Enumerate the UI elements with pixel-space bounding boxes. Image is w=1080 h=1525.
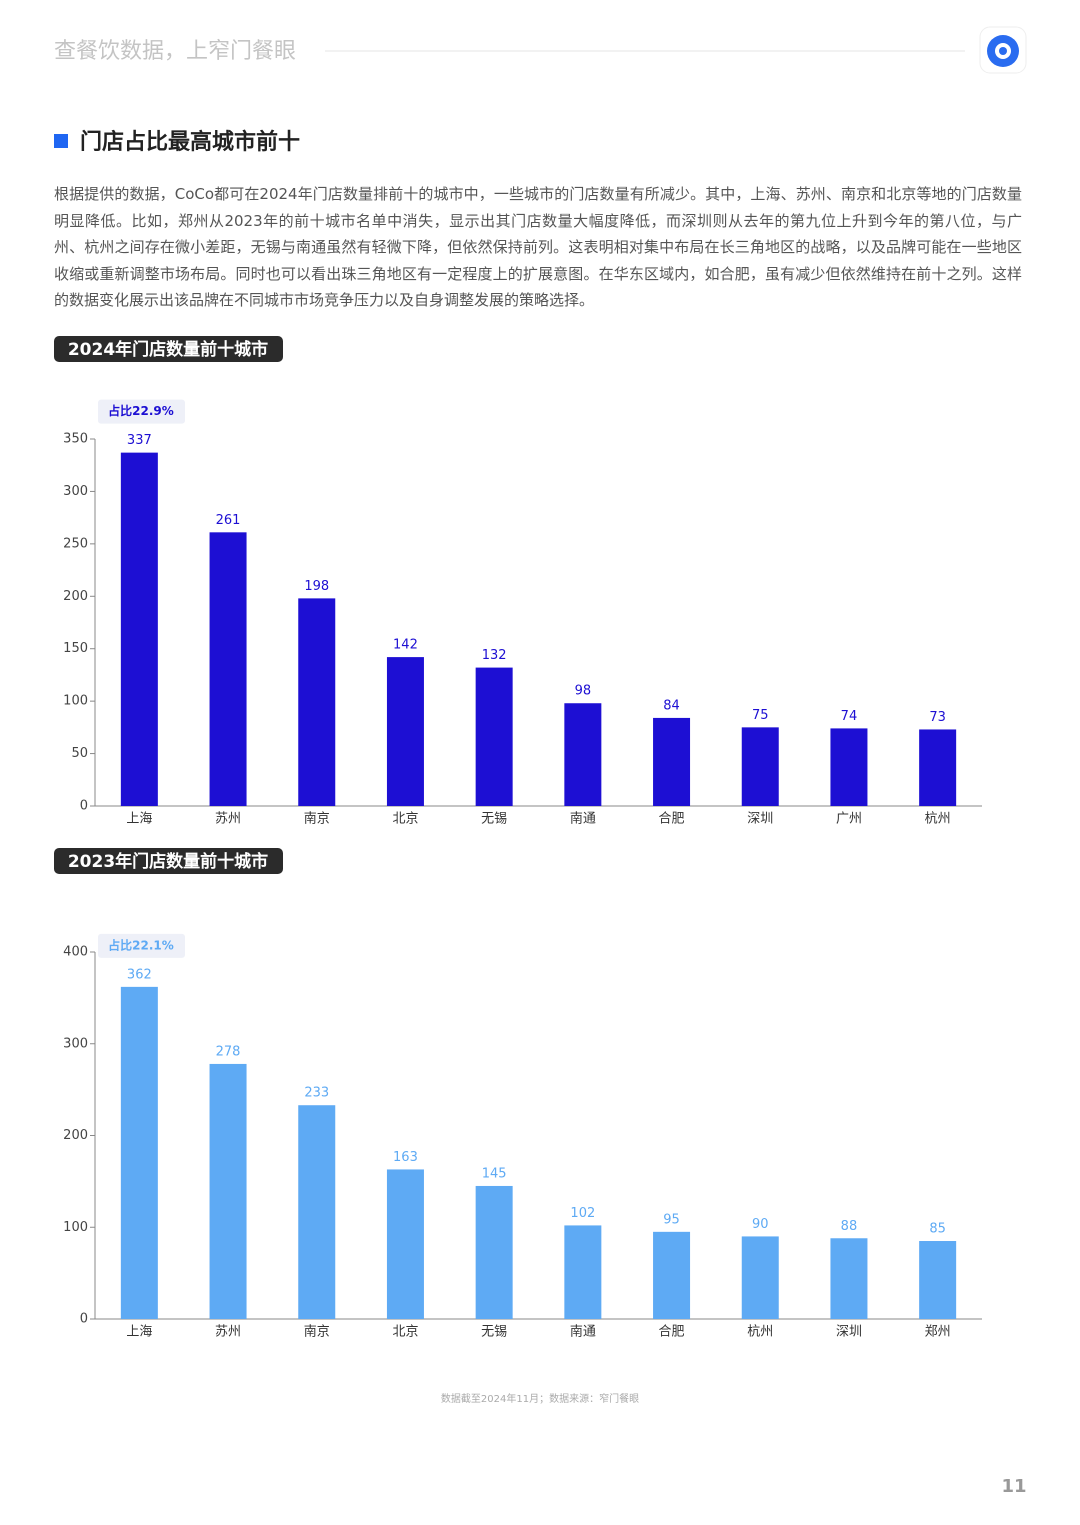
annotation: 占比22.1%: [108, 937, 174, 952]
annotation-badge: [98, 399, 185, 424]
y-tick-label: 200: [63, 1128, 88, 1143]
y-tick-label: 100: [63, 694, 88, 709]
y-tick-label: 400: [63, 945, 88, 960]
x-tick-label: 北京: [392, 812, 418, 827]
value-label: 84: [663, 698, 680, 713]
value-label: 85: [929, 1222, 946, 1237]
value-label: 98: [575, 684, 592, 699]
y-tick-label: 300: [63, 484, 88, 499]
y-tick-label: 250: [63, 536, 88, 551]
annotation: 占比22.9%: [108, 403, 174, 418]
y-tick-label: 350: [63, 432, 88, 447]
y-tick-label: 0: [80, 799, 88, 814]
value-label: 337: [127, 433, 152, 448]
value-label: 90: [752, 1217, 769, 1232]
value-label: 75: [752, 708, 769, 723]
bar: [386, 1169, 424, 1319]
bar: [298, 598, 336, 806]
x-tick-label: 合肥: [659, 1325, 685, 1340]
x-tick-label: 合肥: [659, 812, 685, 827]
x-tick-label: 苏州: [215, 1324, 241, 1340]
bar: [564, 703, 602, 806]
bar: [120, 986, 158, 1319]
x-tick-label: 上海: [126, 812, 152, 827]
y-tick-label: 0: [80, 1312, 88, 1327]
bar: [386, 657, 424, 806]
x-tick-label: 杭州: [747, 1325, 773, 1340]
value-label: 145: [482, 1166, 507, 1181]
x-tick-label: 无锡: [481, 1325, 507, 1340]
x-tick-label: 深圳: [836, 1325, 862, 1340]
section-title: 门店占比最高城市前十: [80, 129, 300, 155]
body-paragraph: 根据提供的数据，CoCo都可在2024年门店数量排前十的城市中，一些城市的门店数…: [54, 185, 1022, 309]
chart-title: 2023年门店数量前十城市: [68, 851, 268, 872]
section-marker: [54, 134, 68, 148]
bar: [298, 1105, 336, 1319]
value-label: 142: [393, 638, 418, 653]
x-tick-label: 杭州: [925, 812, 951, 827]
value-label: 74: [841, 709, 858, 724]
bar: [653, 1231, 691, 1319]
value-label: 261: [216, 513, 241, 528]
y-tick-label: 100: [63, 1220, 88, 1235]
x-tick-label: 苏州: [215, 811, 241, 827]
footer-note: 数据截至2024年11月；数据来源：窄门餐眼: [441, 1392, 639, 1405]
y-tick-label: 50: [71, 746, 88, 761]
chart-title: 2024年门店数量前十城市: [68, 339, 268, 360]
bar: [741, 727, 779, 806]
bar: [209, 532, 247, 806]
x-tick-label: 郑州: [925, 1325, 951, 1340]
x-tick-label: 深圳: [747, 812, 773, 827]
value-label: 163: [393, 1150, 418, 1165]
value-label: 198: [304, 579, 329, 594]
x-tick-label: 广州: [836, 812, 862, 827]
logo: [979, 26, 1027, 74]
x-tick-label: 南通: [570, 1324, 596, 1340]
bar: [475, 1185, 513, 1319]
x-tick-label: 南京: [304, 811, 330, 827]
bar: [209, 1063, 247, 1319]
x-tick-label: 无锡: [481, 812, 507, 827]
y-tick-label: 300: [63, 1036, 88, 1051]
x-tick-label: 南通: [570, 811, 596, 827]
bar: [741, 1236, 779, 1319]
chart-title-box: [54, 848, 283, 874]
value-label: 132: [482, 648, 507, 663]
x-tick-label: 上海: [126, 1325, 152, 1340]
value-label: 102: [570, 1206, 595, 1221]
bar: [830, 728, 868, 806]
header-slogan: 查餐饮数据，上窄门餐眼: [54, 39, 296, 64]
bar: [564, 1225, 602, 1319]
value-label: 73: [929, 710, 946, 725]
value-label: 278: [216, 1044, 241, 1059]
value-label: 233: [304, 1086, 329, 1101]
annotation-badge: [98, 933, 185, 958]
bar: [120, 452, 158, 806]
page-number: 11: [1001, 1476, 1026, 1497]
bar: [919, 1241, 957, 1319]
chart-title-box: [54, 336, 283, 362]
y-tick-label: 150: [63, 641, 88, 656]
value-label: 88: [841, 1219, 858, 1234]
x-tick-label: 北京: [392, 1325, 418, 1340]
bar: [919, 729, 957, 806]
x-tick-label: 南京: [304, 1324, 330, 1340]
value-label: 95: [663, 1212, 680, 1227]
bar: [653, 717, 691, 806]
bar: [830, 1238, 868, 1319]
value-label: 362: [127, 967, 152, 982]
bar: [475, 667, 513, 806]
y-tick-label: 200: [63, 589, 88, 604]
